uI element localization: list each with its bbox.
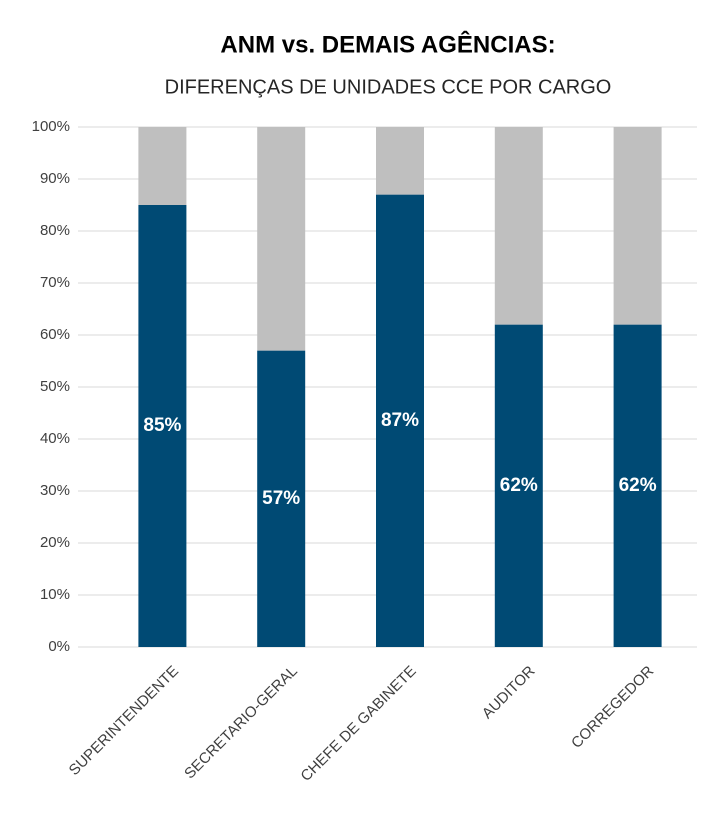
data-label: 62% <box>500 475 538 496</box>
data-label: 62% <box>619 475 657 496</box>
y-tick-label: 40% <box>40 430 70 447</box>
data-label: 87% <box>381 410 419 431</box>
chart-title: ANM vs. DEMAIS AGÊNCIAS: <box>220 30 555 58</box>
bar-segment <box>257 350 306 647</box>
y-tick-label: 80% <box>40 222 70 239</box>
bar-segment <box>138 205 187 647</box>
y-tick-label: 30% <box>40 482 70 499</box>
data-label: 57% <box>262 488 300 509</box>
y-tick-label: 0% <box>48 638 70 655</box>
y-tick-label: 20% <box>40 534 70 551</box>
y-tick-label: 10% <box>40 586 70 603</box>
y-tick-label: 90% <box>40 170 70 187</box>
bar-segment <box>376 194 424 647</box>
y-tick-label: 70% <box>40 274 70 291</box>
y-tick-label: 50% <box>40 378 70 395</box>
y-tick-label: 100% <box>32 118 70 135</box>
bar-segment <box>376 127 424 195</box>
bar-segment <box>494 324 543 647</box>
data-label: 85% <box>143 415 181 436</box>
bar-segment <box>613 127 662 325</box>
bar-segment <box>613 324 662 647</box>
chart-subtitle: DIFERENÇAS DE UNIDADES CCE POR CARGO <box>165 76 612 98</box>
bar-segment <box>257 127 306 351</box>
bar-segment <box>138 127 187 205</box>
bar-segment <box>494 127 543 325</box>
y-tick-label: 60% <box>40 326 70 343</box>
